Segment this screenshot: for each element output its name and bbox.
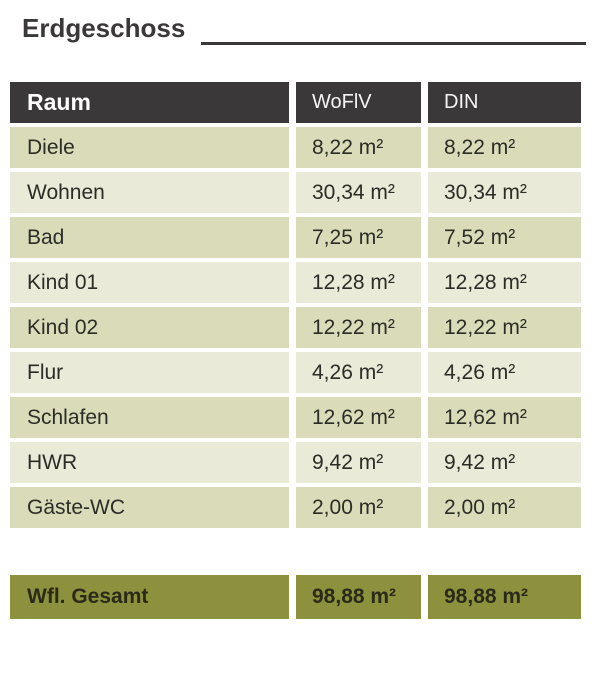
title-underline	[201, 42, 586, 45]
room-woflv: 30,34 m²	[296, 172, 421, 213]
room-name: HWR	[10, 442, 289, 483]
room-din: 2,00 m²	[428, 487, 581, 528]
room-din: 30,34 m²	[428, 172, 581, 213]
room-woflv: 12,22 m²	[296, 307, 421, 348]
room-area-table: Raum WoFlV DIN Diele 8,22 m² 8,22 m² Woh…	[10, 82, 581, 528]
total-woflv-value: 98,88 m²	[296, 575, 421, 619]
room-din: 12,62 m²	[428, 397, 581, 438]
room-woflv: 9,42 m²	[296, 442, 421, 483]
room-name: Diele	[10, 127, 289, 168]
room-woflv: 12,62 m²	[296, 397, 421, 438]
room-din: 12,28 m²	[428, 262, 581, 303]
room-name: Wohnen	[10, 172, 289, 213]
room-woflv: 4,26 m²	[296, 352, 421, 393]
column-header-din: DIN	[428, 82, 581, 123]
room-woflv: 7,25 m²	[296, 217, 421, 258]
column-header-raum: Raum	[10, 82, 289, 123]
page-title: Erdgeschoss	[22, 13, 186, 43]
room-din: 8,22 m²	[428, 127, 581, 168]
room-name: Kind 02	[10, 307, 289, 348]
room-name: Kind 01	[10, 262, 289, 303]
total-label: Wfl. Gesamt	[10, 575, 289, 619]
total-din-value: 98,88 m²	[428, 575, 581, 619]
room-name: Bad	[10, 217, 289, 258]
room-name: Gäste-WC	[10, 487, 289, 528]
room-name: Schlafen	[10, 397, 289, 438]
room-din: 4,26 m²	[428, 352, 581, 393]
column-header-woflv: WoFlV	[296, 82, 421, 123]
room-din: 12,22 m²	[428, 307, 581, 348]
total-row: Wfl. Gesamt 98,88 m² 98,88 m²	[10, 575, 581, 619]
room-woflv: 8,22 m²	[296, 127, 421, 168]
room-woflv: 2,00 m²	[296, 487, 421, 528]
room-name: Flur	[10, 352, 289, 393]
room-din: 7,52 m²	[428, 217, 581, 258]
room-woflv: 12,28 m²	[296, 262, 421, 303]
room-din: 9,42 m²	[428, 442, 581, 483]
